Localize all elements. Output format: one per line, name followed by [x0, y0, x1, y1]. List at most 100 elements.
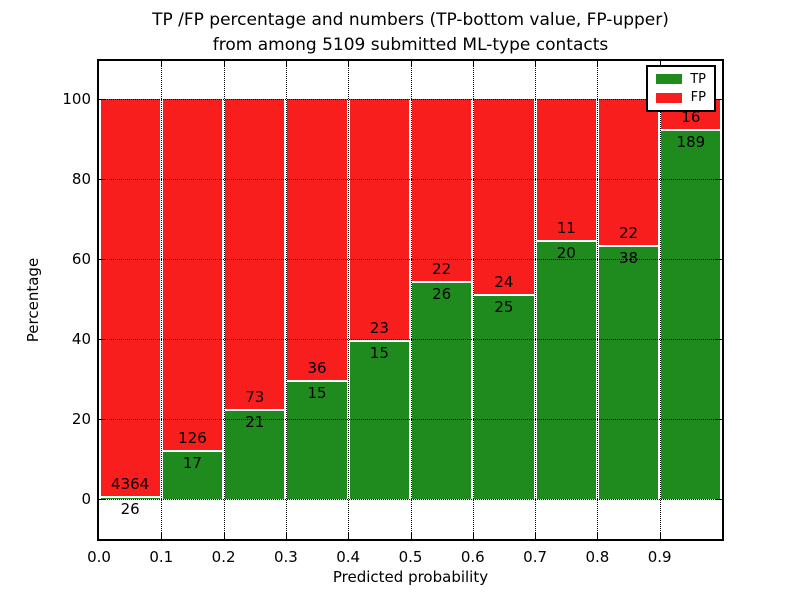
fp-count-label: 22: [432, 260, 452, 279]
tp-color-swatch: [656, 74, 682, 85]
fp-count-label: 73: [245, 387, 265, 406]
x-tick-label: 0.6: [460, 548, 485, 566]
y-tick-mark: [716, 339, 722, 340]
legend-row-tp: TP: [648, 72, 714, 87]
tp-count-label: 26: [432, 285, 452, 304]
x-tick-mark: [410, 533, 412, 539]
x-tick-label: 0.2: [211, 548, 236, 566]
x-tick-label: 0.9: [647, 548, 672, 566]
x-tick-label: 0.8: [585, 548, 610, 566]
y-tick-label: 80: [71, 170, 91, 188]
x-tick-mark: [597, 61, 599, 67]
fp-count-label: 126: [178, 429, 207, 448]
bar-segment-tp: [287, 381, 347, 499]
bar-segment-tp: [474, 294, 534, 499]
bar-segment-fp: [536, 99, 596, 241]
x-tick-mark: [535, 61, 537, 67]
y-tick-mark: [716, 179, 722, 180]
bar-segment-tp: [536, 240, 596, 499]
y-tick-label: 20: [71, 410, 91, 428]
tp-count-label: 15: [307, 384, 327, 403]
fp-count-label: 16: [681, 108, 701, 127]
x-tick-mark: [223, 61, 225, 67]
plot-area: 4364 26 126 17 73 21 36 15 23 15 22 26 24 25 11 20 22 38 1…: [62, 59, 724, 566]
bar-segment-tp: [349, 341, 409, 499]
v-gridline: [535, 61, 537, 539]
y-tick-label: 60: [71, 250, 91, 268]
x-tick-mark: [472, 61, 474, 67]
fp-count-label: 4364: [111, 474, 150, 493]
v-gridline: [659, 61, 661, 539]
bar-edge: [536, 239, 596, 242]
v-gridline: [223, 61, 225, 539]
x-tick-mark: [597, 533, 599, 539]
x-tick-mark: [659, 61, 661, 67]
bar-segment-tp: [100, 496, 160, 499]
x-tick-mark: [348, 61, 350, 67]
y-tick-mark: [99, 179, 105, 180]
x-tick-label: 0.5: [398, 548, 423, 566]
tp-count-label: 17: [182, 454, 202, 473]
tp-count-label: 189: [676, 133, 706, 152]
y-tick-mark: [99, 499, 105, 500]
x-tick-label: 0.4: [336, 548, 361, 566]
y-tick-mark: [716, 419, 722, 420]
y-tick-mark: [99, 419, 105, 420]
v-gridline: [348, 61, 350, 539]
bar-segment-fp: [598, 99, 659, 246]
chart-title-line2: from among 5109 submitted ML-type contac…: [212, 35, 609, 55]
legend-row-fp: FP: [648, 90, 714, 105]
y-tick-mark: [716, 99, 722, 100]
tp-count-label: 21: [245, 412, 265, 431]
x-tick-mark: [161, 533, 163, 539]
x-tick-mark: [161, 61, 163, 67]
y-tick-mark: [99, 99, 105, 100]
x-tick-mark: [410, 61, 412, 67]
tp-count-label: 38: [619, 248, 639, 267]
bar-segment-tp: [598, 245, 659, 499]
v-gridline: [472, 61, 474, 539]
y-tick-mark: [99, 259, 105, 260]
fp-count-label: 23: [369, 319, 389, 338]
x-tick-mark: [285, 61, 287, 67]
x-tick-mark: [348, 533, 350, 539]
y-tick-label: 100: [62, 90, 91, 108]
fp-count-label: 11: [556, 218, 576, 237]
bar-edge: [598, 244, 659, 247]
x-tick-mark: [285, 533, 287, 539]
x-tick-mark: [535, 533, 537, 539]
bar-segment-tp: [162, 451, 223, 499]
bar-segment-fp: [349, 99, 409, 342]
bar-segment-fp: [287, 99, 347, 382]
bar-segment-tp: [661, 130, 721, 499]
bar-segment-tp: [412, 282, 472, 499]
legend-label-tp: TP: [690, 71, 706, 87]
tp-count-label: 26: [120, 499, 140, 518]
fp-count-label: 24: [494, 272, 514, 291]
y-tick-mark: [99, 339, 105, 340]
x-tick-label: 0.3: [273, 548, 298, 566]
bar-segment-fp: [474, 99, 534, 295]
legend-label-fp: FP: [690, 90, 706, 106]
y-tick-mark: [716, 259, 722, 260]
tp-count-label: 15: [369, 344, 389, 363]
legend: TP FP: [646, 65, 716, 112]
x-tick-label: 0.7: [523, 548, 548, 566]
bar-edge: [661, 129, 721, 132]
bar-segment-fp: [162, 99, 223, 452]
fp-color-swatch: [656, 92, 682, 103]
v-gridline: [410, 61, 412, 539]
bar-segment-fp: [412, 99, 472, 283]
tp-count-label: 25: [494, 297, 514, 316]
y-axis-label: Percentage: [24, 257, 42, 343]
x-tick-mark: [472, 533, 474, 539]
x-tick-label: 0.0: [87, 548, 111, 566]
chart-title-line1: TP /FP percentage and numbers (TP-bottom…: [152, 10, 669, 30]
bar-edge: [225, 408, 285, 411]
bar-edge: [287, 380, 347, 383]
y-tick-mark: [716, 499, 722, 500]
bar-edge: [349, 340, 409, 343]
bar-segment-tp: [225, 409, 285, 499]
v-gridline: [161, 61, 163, 539]
